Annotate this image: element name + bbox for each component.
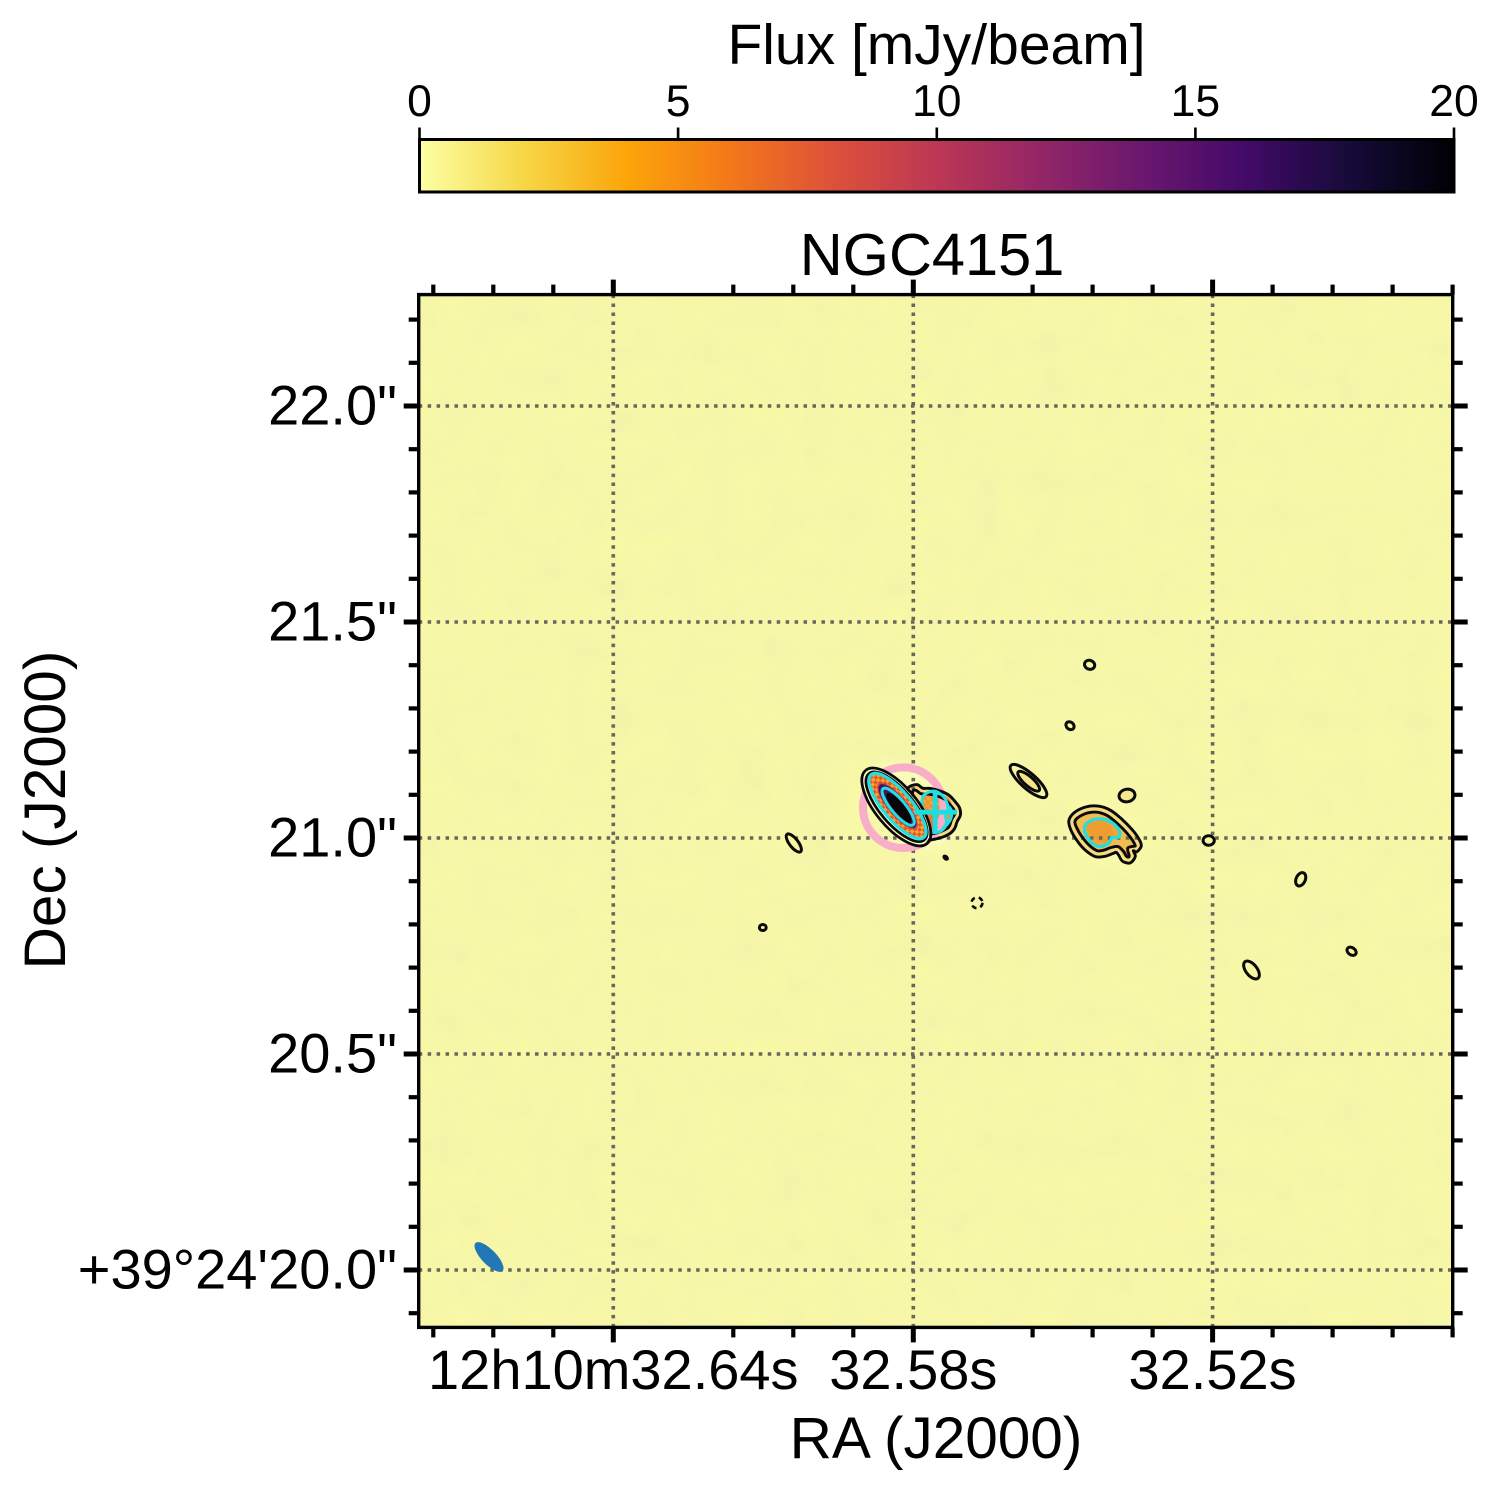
svg-text:15: 15 — [1171, 77, 1221, 126]
svg-text:5: 5 — [666, 77, 691, 126]
svg-text:NGC4151: NGC4151 — [800, 221, 1065, 288]
svg-text:32.58s: 32.58s — [829, 1338, 997, 1401]
svg-text:12h10m32.64s: 12h10m32.64s — [428, 1338, 799, 1401]
svg-text:0: 0 — [407, 77, 432, 126]
svg-text:20: 20 — [1429, 77, 1479, 126]
svg-text:Dec (J2000): Dec (J2000) — [13, 651, 78, 970]
svg-text:32.52s: 32.52s — [1129, 1338, 1297, 1401]
svg-text:21.5": 21.5" — [268, 590, 397, 653]
svg-text:22.0": 22.0" — [268, 374, 397, 437]
svg-text:RA (J2000): RA (J2000) — [790, 1406, 1083, 1471]
svg-text:Flux [mJy/beam]: Flux [mJy/beam] — [727, 13, 1145, 77]
svg-text:21.0": 21.0" — [268, 806, 397, 869]
svg-text:+39°24'20.0": +39°24'20.0" — [78, 1238, 397, 1301]
svg-text:10: 10 — [912, 77, 962, 126]
svg-text:20.5": 20.5" — [268, 1022, 397, 1085]
